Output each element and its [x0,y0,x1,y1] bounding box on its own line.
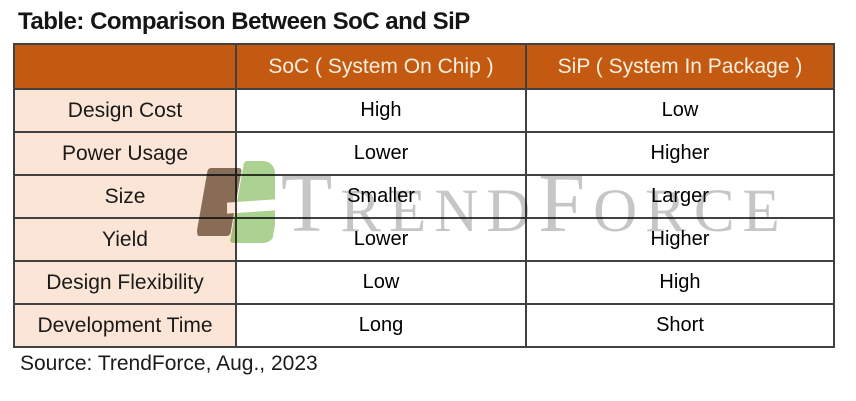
header-blank-cell [13,43,237,90]
soc-development-time: Long [235,303,527,348]
soc-power-usage: Lower [235,131,527,176]
soc-size: Smaller [235,174,527,219]
row-label-development-time: Development Time [13,303,237,348]
soc-yield: Lower [235,217,527,262]
table-row: Size Smaller Larger [13,174,835,219]
header-row: SoC ( System On Chip ) SiP ( System In P… [13,43,835,90]
table-title: Table: Comparison Between SoC and SiP [18,8,470,35]
sip-development-time: Short [525,303,835,348]
soc-design-cost: High [235,88,527,133]
table-row: Power Usage Lower Higher [13,131,835,176]
sip-power-usage: Higher [525,131,835,176]
comparison-table: SoC ( System On Chip ) SiP ( System In P… [13,43,835,348]
table-row: Yield Lower Higher [13,217,835,262]
header-soc-cell: SoC ( System On Chip ) [235,43,527,90]
sip-design-cost: Low [525,88,835,133]
row-label-yield: Yield [13,217,237,262]
row-label-size: Size [13,174,237,219]
table-row: Development Time Long Short [13,303,835,348]
table-row: Design Flexibility Low High [13,260,835,305]
row-label-power-usage: Power Usage [13,131,237,176]
row-label-design-flexibility: Design Flexibility [13,260,237,305]
source-note: Source: TrendForce, Aug., 2023 [20,352,318,375]
table-row: Design Cost High Low [13,88,835,133]
soc-design-flexibility: Low [235,260,527,305]
header-sip-cell: SiP ( System In Package ) [525,43,835,90]
sip-yield: Higher [525,217,835,262]
row-label-design-cost: Design Cost [13,88,237,133]
sip-size: Larger [525,174,835,219]
sip-design-flexibility: High [525,260,835,305]
